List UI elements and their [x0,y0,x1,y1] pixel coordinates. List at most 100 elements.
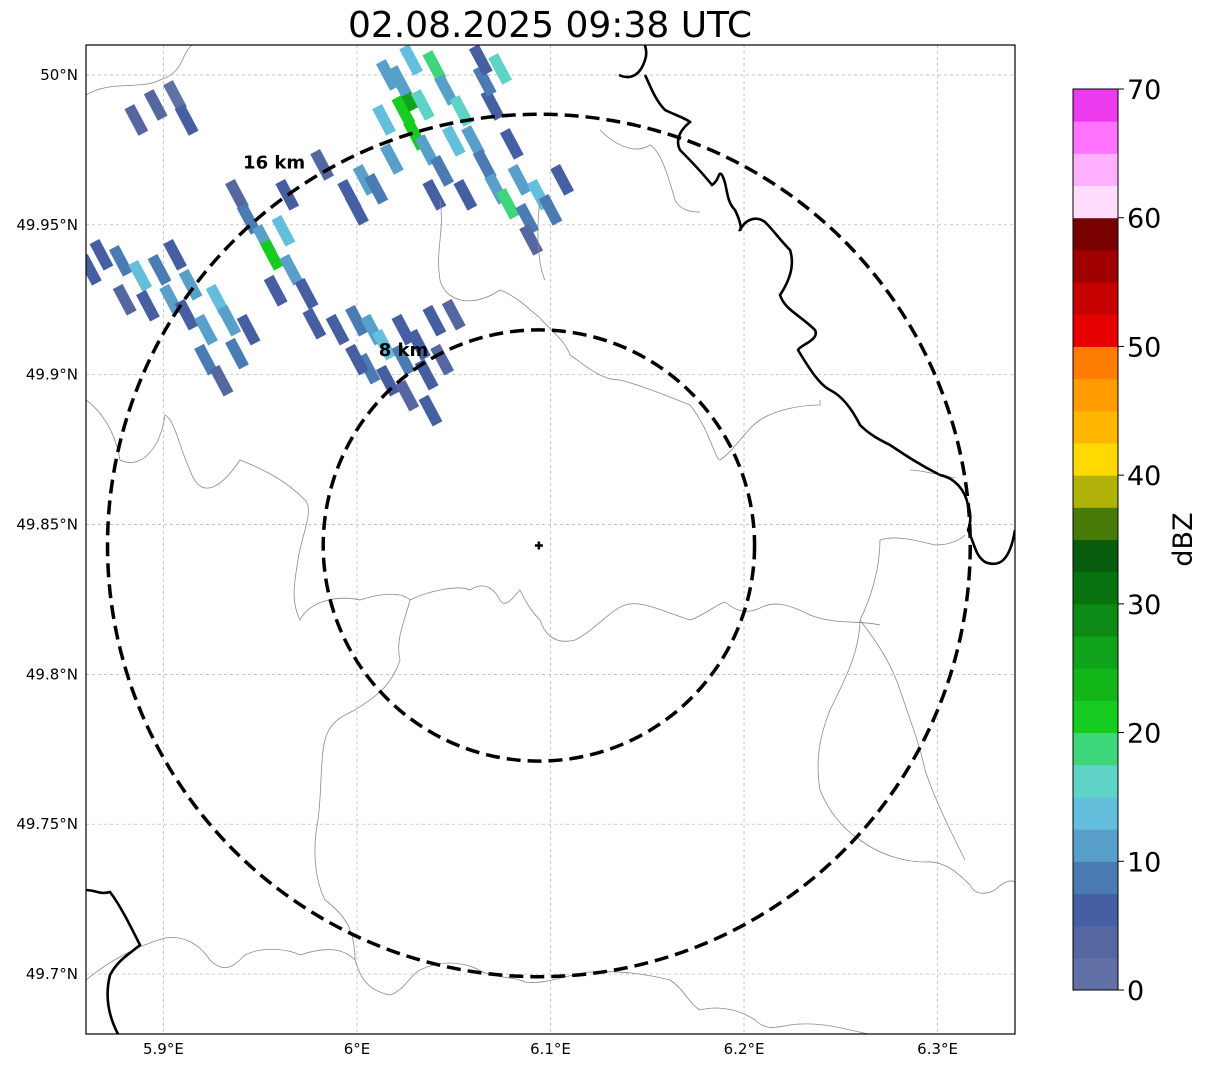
map-title: 02.08.2025 09:38 UTC [348,5,752,46]
colorbar-segment [1073,957,1118,991]
echo-cell [209,364,234,397]
colorbar-segment [1073,539,1118,573]
echo-cell [302,307,327,340]
colorbar-tick-label: 30 [1127,590,1161,621]
echo-cell [472,65,497,97]
echo-cell [217,304,242,337]
echo-cell [310,149,335,181]
colorbar-segment [1073,571,1118,605]
colorbar-segment [1073,668,1118,701]
echo-cell [468,45,493,76]
echo-cell [387,65,412,97]
colorbar-segment [1073,829,1118,862]
echo-cell [86,253,102,286]
echo-cell [430,155,455,187]
colorbar-tick-label: 50 [1127,332,1161,363]
x-tick-label: 6°E [344,1040,371,1058]
echo-cell [422,304,447,337]
colorbar-frame [1072,88,1119,991]
colorbar-segment [1073,217,1118,251]
echo-cell [279,253,304,286]
colorbar-segment [1073,475,1118,508]
colorbar-segment [1073,282,1118,315]
echo-cell [410,89,435,121]
border-line-west-1 [86,399,421,996]
echo-cell [441,125,466,157]
colorbar-segment [1073,314,1118,347]
colorbar-segment [1073,507,1118,540]
y-tick-label: 49.8°N [26,665,78,683]
colorbar-tick-label: 40 [1127,461,1161,492]
echo-cell [194,313,218,346]
echo-cell [488,53,513,85]
echo-cell [163,80,187,112]
colorbar-title: dBZ [1168,512,1199,566]
colorbar-tick-label: 60 [1127,204,1161,235]
colorbar-segment [1073,442,1118,476]
echo-cell [271,214,296,247]
echo-cell [124,104,149,136]
reflectivity-echoes [86,45,575,427]
echo-cell [461,125,485,157]
echo-cell [538,194,563,226]
echo-cell [178,268,203,301]
y-tick-label: 50°N [40,66,78,84]
y-tick-label: 49.85°N [16,516,78,534]
colorbar-segment [1073,153,1118,187]
colorbar-tick-label: 20 [1127,719,1161,750]
colorbar-segment [1073,185,1118,219]
border-line-north-center [438,199,821,461]
echo-cell [174,104,199,136]
echo-cell [108,244,133,277]
echo-cell [236,202,261,235]
x-tick-label: 6.2°E [724,1040,765,1058]
colorbar-segment [1073,89,1118,122]
colorbar-segment [1073,796,1118,830]
echo-cell [519,223,544,256]
echo-cell [236,313,261,346]
latitude-tick-labels: 50°N 49.95°N 49.9°N 49.85°N 49.8°N 49.75°N 49.… [16,66,78,983]
echo-cell [395,379,420,412]
echo-cell [163,238,187,271]
border-line-north-river [537,129,701,281]
echo-cell [225,179,249,211]
country-border-south-west [86,888,142,1034]
echo-cell [89,238,114,271]
echo-cell [422,50,447,82]
y-tick-label: 49.9°N [26,366,78,384]
echo-cell [391,95,416,127]
colorbar-segment [1073,764,1118,798]
colorbar-tick-label: 0 [1127,976,1144,1007]
echo-cell [364,173,389,205]
echo-cell [143,89,168,121]
echo-cell [499,128,524,160]
echo-cell [194,343,218,376]
echo-cell [275,179,300,211]
colorbar: 0 10 20 30 40 50 60 70 dBZ [1072,75,1199,1007]
border-line-south [86,937,869,1034]
echo-cell [399,45,424,76]
colorbar-tick-label: 70 [1127,75,1161,106]
range-ring [321,328,757,763]
echo-cell [128,259,153,292]
admin-borders [86,45,1015,1034]
range-ring-label: 8 km [379,340,429,361]
echo-cell [225,337,249,370]
border-line-north-west [86,45,193,96]
echo-cell [480,89,505,121]
echo-cell [430,343,455,376]
colorbar-segment [1073,925,1118,959]
colorbar-segment [1073,636,1118,669]
border-line-middle [409,585,881,642]
echo-cell [372,104,396,136]
echo-cell [414,134,439,166]
x-tick-label: 5.9°E [143,1040,184,1058]
echo-cell [406,328,431,361]
colorbar-segment [1073,121,1118,154]
echo-cell [507,164,532,196]
colorbar-segment [1073,603,1118,637]
echo-cell [263,274,288,307]
x-tick-label: 6.3°E [917,1040,958,1058]
echo-cell [372,328,396,361]
